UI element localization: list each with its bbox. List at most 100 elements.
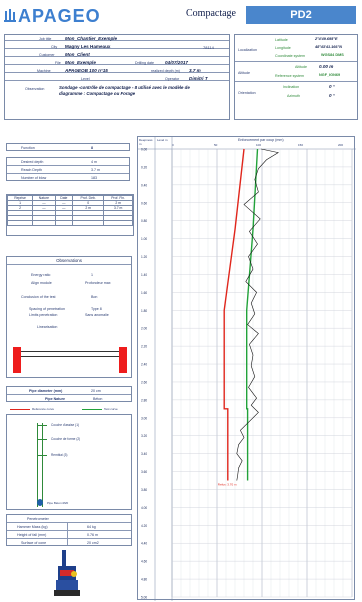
y-tick-label: 4.00 <box>141 506 147 510</box>
blows-label: Number of blow <box>21 176 47 180</box>
alt-label: Altitude <box>295 65 307 69</box>
y-tick-label: 1.00 <box>141 237 147 241</box>
chart-panel: Deepness m Level m Enfoncement par coup … <box>137 136 356 601</box>
client-value: Mon_Client <box>65 52 90 57</box>
rig-label: Machine <box>37 69 51 73</box>
y-tick-label: 1.80 <box>141 309 147 313</box>
y-tick-label: 1.20 <box>141 255 147 259</box>
y-tick-label: 4.20 <box>141 524 147 528</box>
az-label: Azimuth <box>287 94 300 98</box>
y-tick-label: 3.40 <box>141 452 147 456</box>
layer-column <box>37 423 43 507</box>
penetrometer-machine-icon <box>54 550 80 598</box>
spacing-label: Spacing of penetration <box>29 307 65 311</box>
x-tick: 150 <box>298 143 304 147</box>
y-tick-label: 1.40 <box>141 273 147 277</box>
job-label: Job title <box>39 37 52 41</box>
layer-legend-item: Remblai (3) <box>51 453 68 457</box>
lon-label: Longitude <box>275 46 291 50</box>
layer-legend-box: Couche d'assise (1) Couche de forme (2) … <box>6 414 132 510</box>
file-value: Mon_Exemple <box>65 60 96 65</box>
y-tick-label: 3.60 <box>141 470 147 474</box>
y-tick-label: 2.80 <box>141 398 147 402</box>
function-value: 8 <box>91 146 93 150</box>
linearisation-label: Linearisation <box>37 325 58 329</box>
y-tick-label: 2.00 <box>141 327 147 331</box>
job-value: Mon_Chantier_Exemple <box>65 36 118 41</box>
blows-value: 183 <box>91 176 97 180</box>
y-tick-label: 0.80 <box>141 219 147 223</box>
incl-label: Inclination <box>283 85 300 89</box>
date-label: Drilling date <box>135 61 154 65</box>
cone-surface-label: Surface of cone <box>21 541 47 545</box>
hammer-mass-label: Hammer Mass (kg) <box>17 525 48 529</box>
pipe-diameter-label: Pipe diameter (mm) <box>29 389 63 393</box>
apageo-logo-icon <box>4 9 16 23</box>
layer-legend-item: Couche d'assise (1) <box>51 423 80 427</box>
test-type-title: Compactage <box>186 8 236 19</box>
hammer-mass-value: 64 kg <box>87 525 96 529</box>
depth-params-box: Desired depth 4 m Reach Depth 3.7 m Numb… <box>6 157 130 181</box>
city-label: City <box>51 45 58 49</box>
x-tick: 100 <box>256 143 262 147</box>
y-tick-label: 2.60 <box>141 380 147 384</box>
test-curve-label: Test curve <box>104 407 118 411</box>
desired-depth-label: Desired depth <box>21 160 44 164</box>
level-label: Level <box>81 77 90 81</box>
brand-name: APAGEO <box>18 6 101 26</box>
depth-value: 3.7 m <box>189 68 201 73</box>
hammer-title: Penetrometer <box>27 517 49 521</box>
az-value: 0 ° <box>329 93 335 98</box>
reach-depth-value: 3.7 m <box>91 168 100 172</box>
observations-box: Observations Energy ratio 1 Align module… <box>6 256 132 378</box>
series-line <box>236 148 280 481</box>
client-label: Customer <box>39 53 55 57</box>
lat-value: 2°4'49.695"E <box>315 37 338 41</box>
rig-value: APAGEOB 100 n°15 <box>65 68 108 73</box>
pipe-diagram <box>13 343 127 375</box>
incl-value: 0 ° <box>329 84 335 89</box>
y-tick-label: 2.40 <box>141 363 147 367</box>
fall-height-value: 0.76 m <box>87 533 98 537</box>
refusal-annotation: Refus: 3.70 m <box>218 482 237 486</box>
table-row <box>6 220 133 226</box>
pipe-body <box>21 351 119 357</box>
y-tick-label: 0.40 <box>141 183 147 187</box>
energy-value: 1 <box>91 273 93 277</box>
pipe-diameter-value: 20 cm <box>91 389 101 393</box>
x-tick: 0 <box>172 143 174 147</box>
pipe-nature-label: Pipe Nature <box>45 397 65 401</box>
conclusion-value: Bon <box>91 295 98 299</box>
series-line <box>223 148 245 481</box>
pipe-specs-box: Pipe diameter (mm) 20 cm Pipe Nature Bét… <box>6 386 132 402</box>
pipe-legend-label: Pipe Béton Ø20 <box>47 501 69 505</box>
y-tick-label: 3.20 <box>141 434 147 438</box>
observation-text: Sondage -contrôle de compactage - 8 util… <box>59 85 190 96</box>
probe-id: PD2 <box>290 9 312 21</box>
spacing-value: Type 8 <box>91 307 102 311</box>
chart-title: Enfoncement par coup (mm) <box>238 138 284 142</box>
postcode-value: 78114 <box>203 45 214 50</box>
reference-curve-label: Reference curve <box>32 407 55 411</box>
pipe-marker-icon <box>37 499 43 506</box>
y-tick-label: 0.60 <box>141 201 147 205</box>
curve-legend: Reference curve Test curve <box>6 406 136 412</box>
orientation-label: Orientation <box>238 91 256 95</box>
reference-curve-swatch <box>10 409 30 411</box>
table-row <box>6 210 133 216</box>
fall-height-label: Height of fall (mm) <box>17 533 47 537</box>
coord-system-label: Coordinate system <box>275 54 305 58</box>
desired-depth-value: 4 m <box>91 160 97 164</box>
y-tick-label: 2.20 <box>141 345 147 349</box>
loc-label: Localization <box>238 48 257 52</box>
pipe-support-left <box>13 347 21 373</box>
lon-value: 48°43'41.166"N <box>315 45 343 49</box>
operator-label: Operator <box>165 77 180 81</box>
ref-label: Reference system <box>275 74 304 78</box>
lat-label: Latitude <box>275 38 288 42</box>
test-curve-swatch <box>82 409 102 411</box>
energy-label: Energy ratio <box>31 273 51 277</box>
layers-header-row: Reprise Nature Date Prof. Deb. Prof. Fin… <box>6 195 133 201</box>
file-label: File <box>55 61 61 65</box>
y-tick-label: 0.20 <box>141 165 147 169</box>
